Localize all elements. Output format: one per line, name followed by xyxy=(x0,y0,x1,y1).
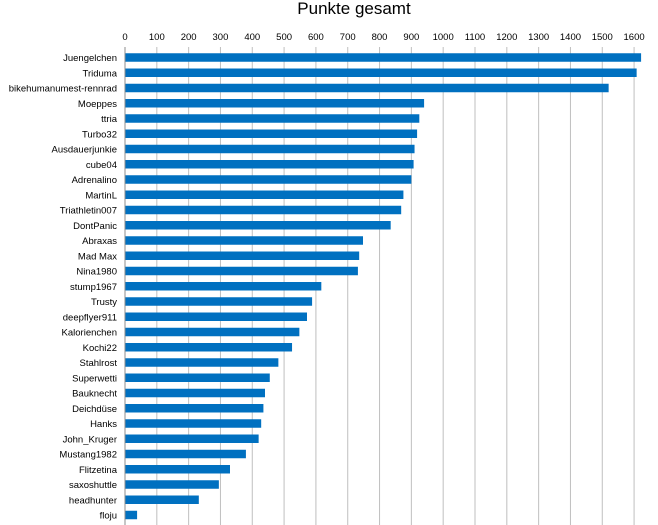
x-tick-label: 1500 xyxy=(592,32,613,43)
category-label: headhunter xyxy=(69,495,117,506)
category-label: Stahlrost xyxy=(80,358,118,369)
category-label: Turbo32 xyxy=(82,129,117,140)
x-tick-label: 1100 xyxy=(465,32,485,43)
x-tick-label: 200 xyxy=(181,32,197,43)
bar-13 xyxy=(125,251,360,260)
category-label: floju xyxy=(100,511,117,522)
bar-17 xyxy=(125,312,307,321)
category-label: Abraxas xyxy=(82,236,117,247)
bar-21 xyxy=(125,373,270,382)
category-label: Deichdüse xyxy=(72,404,117,415)
bar-2 xyxy=(125,83,609,93)
category-label: Moeppes xyxy=(78,99,117,110)
x-tick-label: 100 xyxy=(149,32,165,43)
bar-9 xyxy=(125,190,404,199)
bar-10 xyxy=(125,205,402,215)
x-tick-label: 600 xyxy=(308,32,324,43)
bar-24 xyxy=(125,419,262,428)
bar-0 xyxy=(125,53,642,62)
category-label: MartinL xyxy=(85,190,117,201)
bars xyxy=(125,53,642,520)
category-label: Kochi22 xyxy=(83,343,117,354)
category-label: Triduma xyxy=(83,68,118,79)
category-label: Mustang1982 xyxy=(59,450,117,461)
bar-27 xyxy=(125,465,230,474)
x-tick-label: 1300 xyxy=(528,32,549,43)
category-label: saxoshuttle xyxy=(69,480,117,491)
category-label: Ausdauerjunkie xyxy=(52,145,118,156)
category-label: Flitzetina xyxy=(79,465,118,476)
bar-25 xyxy=(125,434,259,443)
chart-title: Punkte gesamt xyxy=(297,0,411,18)
category-label: Adrenalino xyxy=(72,175,117,186)
category-label: Trusty xyxy=(91,297,117,308)
category-label: stump1967 xyxy=(70,282,117,293)
bar-3 xyxy=(125,99,425,108)
category-label: Superwetti xyxy=(72,373,117,384)
category-label: Nina1980 xyxy=(76,267,117,278)
category-label: Hanks xyxy=(90,419,117,430)
category-label: Mad Max xyxy=(78,251,117,262)
category-labels: Juengelchen Triduma bikehumanumest-rennrad… xyxy=(9,53,118,522)
bar-30 xyxy=(125,510,138,520)
category-label: deepflyer911 xyxy=(63,312,117,323)
x-tick-label: 400 xyxy=(244,32,260,43)
x-tick-label: 1400 xyxy=(560,32,581,43)
x-tick-label: 1000 xyxy=(433,32,454,43)
x-tick-label: 1200 xyxy=(496,32,517,43)
bar-26 xyxy=(125,449,246,459)
bar-6 xyxy=(125,144,415,154)
category-label: cube04 xyxy=(86,160,117,171)
x-tick-label: 500 xyxy=(276,32,292,43)
bar-16 xyxy=(125,297,313,306)
bar-1 xyxy=(125,68,637,77)
x-tick-label: 900 xyxy=(403,32,419,43)
category-label: Triathletin007 xyxy=(60,206,117,217)
x-tick-label: 1600 xyxy=(624,32,645,43)
bar-14 xyxy=(125,266,358,276)
bar-12 xyxy=(125,236,363,245)
x-tick-label: 700 xyxy=(340,32,356,43)
bar-28 xyxy=(125,480,219,489)
x-tick-label: 800 xyxy=(372,32,388,43)
category-label: ttria xyxy=(101,114,118,125)
bar-4 xyxy=(125,114,420,123)
bar-8 xyxy=(125,175,412,184)
bar-7 xyxy=(125,160,414,169)
bar-20 xyxy=(125,358,279,367)
bar-19 xyxy=(125,343,293,352)
bar-29 xyxy=(125,495,199,504)
category-label: bikehumanumest-rennrad xyxy=(9,84,117,95)
x-tick-label: 0 xyxy=(122,32,127,43)
bar-22 xyxy=(125,388,265,398)
bar-18 xyxy=(125,327,300,337)
x-axis-ticks: 0 100 200 300 400 500 600 700 800 900 1000 1100 1200… xyxy=(122,32,644,43)
category-label: DontPanic xyxy=(73,221,117,232)
bar-11 xyxy=(125,221,391,230)
category-label: John_Kruger xyxy=(63,434,117,445)
category-label: Bauknecht xyxy=(72,389,117,400)
bar-23 xyxy=(125,404,264,413)
category-label: Kalorienchen xyxy=(62,328,117,339)
bar-5 xyxy=(125,129,418,138)
bar-15 xyxy=(125,282,322,291)
x-tick-label: 300 xyxy=(213,32,229,43)
category-label: Juengelchen xyxy=(63,53,117,64)
